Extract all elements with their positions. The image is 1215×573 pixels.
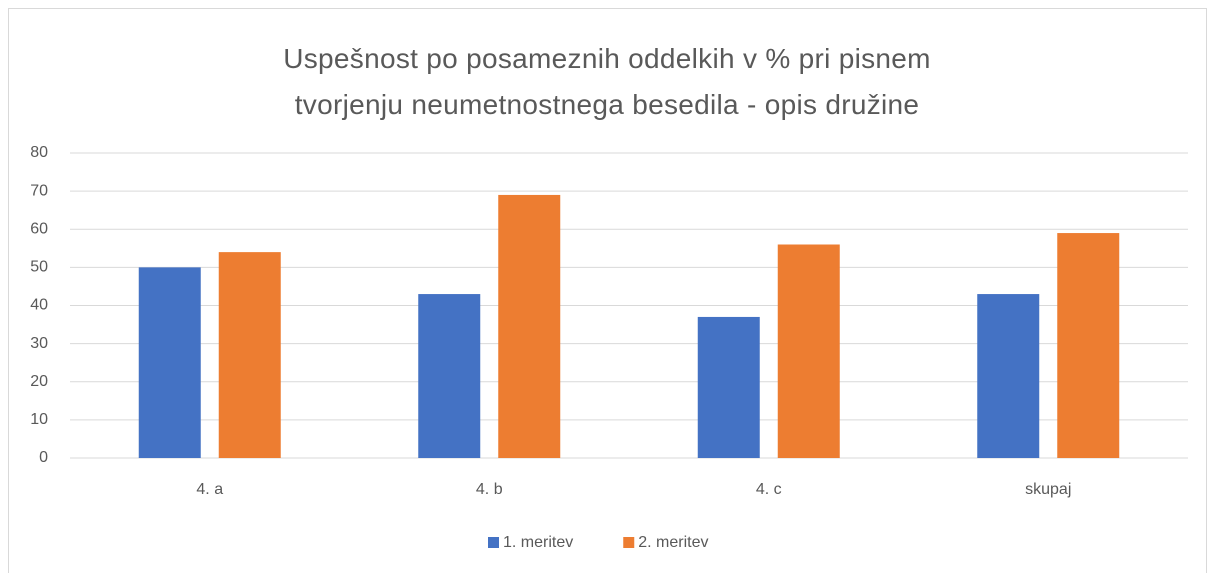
y-tick-label: 80 [30, 144, 48, 161]
chart-border [8, 8, 1207, 573]
bar [977, 294, 1040, 458]
x-tick-label: 4. a [196, 481, 223, 498]
y-tick-label: 40 [30, 297, 48, 314]
bar [418, 294, 481, 458]
chart-title: Uspešnost po posameznih oddelkih v % pri… [283, 43, 931, 120]
y-tick-label: 70 [30, 182, 48, 199]
x-tick-label: 4. b [476, 481, 503, 498]
bar [1057, 233, 1120, 458]
y-tick-label: 10 [30, 411, 48, 428]
legend-label: 2. meritev [638, 534, 708, 551]
y-tick-label: 50 [30, 259, 48, 276]
bar [498, 194, 561, 458]
x-tick-label: skupaj [1025, 481, 1071, 498]
bar [777, 244, 840, 458]
legend-swatch [488, 537, 499, 548]
x-tick-label: 4. c [756, 481, 782, 498]
y-tick-label: 20 [30, 373, 48, 390]
legend-swatch [623, 537, 635, 548]
legend-label: 1. meritev [503, 534, 573, 551]
bar [218, 252, 281, 458]
y-tick-label: 0 [39, 449, 48, 466]
y-tick-label: 60 [30, 220, 48, 237]
bar [138, 267, 201, 458]
y-tick-label: 30 [30, 335, 48, 352]
bar [697, 316, 760, 458]
